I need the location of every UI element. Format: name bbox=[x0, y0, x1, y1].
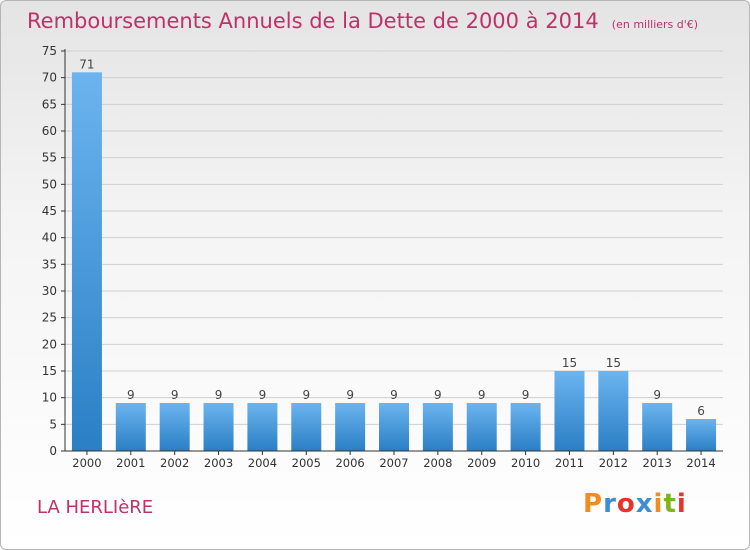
x-tick-label: 2000 bbox=[72, 456, 101, 470]
x-tick-label: 2010 bbox=[511, 456, 540, 470]
y-tick-label: 5 bbox=[49, 417, 57, 431]
bar bbox=[291, 403, 322, 451]
data-label: 9 bbox=[522, 388, 530, 402]
logo-letter: i bbox=[653, 489, 664, 519]
y-tick-label: 20 bbox=[42, 337, 57, 351]
logo-letter: i bbox=[676, 489, 687, 519]
data-label: 6 bbox=[697, 404, 705, 418]
y-tick-label: 75 bbox=[42, 44, 57, 58]
data-label: 9 bbox=[390, 388, 398, 402]
y-tick-label: 35 bbox=[42, 257, 57, 271]
y-tick-label: 50 bbox=[42, 177, 57, 191]
data-label: 15 bbox=[606, 356, 621, 370]
bar bbox=[335, 403, 366, 451]
data-label: 71 bbox=[79, 57, 94, 71]
y-tick-label: 0 bbox=[49, 444, 57, 458]
bar bbox=[686, 419, 717, 451]
x-tick-label: 2009 bbox=[467, 456, 496, 470]
x-tick-label: 2006 bbox=[335, 456, 364, 470]
bar bbox=[159, 403, 190, 451]
bar bbox=[642, 403, 673, 451]
logo-letter: o bbox=[616, 489, 636, 519]
chart-title: Remboursements Annuels de la Dette de 20… bbox=[27, 9, 698, 33]
logo-letter: P bbox=[583, 489, 604, 519]
y-tick-label: 45 bbox=[42, 204, 57, 218]
bar bbox=[247, 403, 278, 451]
x-tick-label: 2014 bbox=[686, 456, 715, 470]
bar bbox=[203, 403, 234, 451]
x-tick-label: 2005 bbox=[292, 456, 321, 470]
commune-name: LA HERLIèRE bbox=[37, 497, 154, 518]
bar bbox=[422, 403, 453, 451]
data-label: 9 bbox=[215, 388, 223, 402]
x-tick-label: 2012 bbox=[599, 456, 628, 470]
data-label: 9 bbox=[259, 388, 267, 402]
y-tick-label: 60 bbox=[42, 124, 57, 138]
y-tick-label: 15 bbox=[42, 364, 57, 378]
y-tick-label: 40 bbox=[42, 231, 57, 245]
x-tick-label: 2001 bbox=[116, 456, 145, 470]
y-tick-label: 30 bbox=[42, 284, 57, 298]
data-label: 9 bbox=[346, 388, 354, 402]
x-tick-label: 2002 bbox=[160, 456, 189, 470]
y-tick-label: 70 bbox=[42, 71, 57, 85]
data-label: 9 bbox=[653, 388, 661, 402]
bar bbox=[379, 403, 409, 451]
x-tick-label: 2004 bbox=[248, 456, 277, 470]
bar bbox=[115, 403, 146, 451]
x-tick-label: 2011 bbox=[555, 456, 584, 470]
data-label: 15 bbox=[562, 356, 577, 370]
data-label: 9 bbox=[478, 388, 486, 402]
logo-letter: r bbox=[603, 489, 617, 519]
chart-title-text: Remboursements Annuels de la Dette de 20… bbox=[27, 9, 599, 33]
y-tick-label: 25 bbox=[42, 311, 57, 325]
x-tick-label: 2008 bbox=[423, 456, 452, 470]
y-tick-label: 55 bbox=[42, 151, 57, 165]
x-tick-label: 2013 bbox=[643, 456, 672, 470]
data-label: 9 bbox=[434, 388, 442, 402]
bar bbox=[510, 403, 541, 451]
logo-letter: x bbox=[635, 489, 654, 519]
x-tick-label: 2003 bbox=[204, 456, 233, 470]
x-tick-label: 2007 bbox=[379, 456, 408, 470]
logo-letter: t bbox=[663, 489, 677, 519]
bar bbox=[554, 371, 585, 451]
data-label: 9 bbox=[127, 388, 135, 402]
bar bbox=[466, 403, 497, 451]
bar bbox=[71, 72, 102, 451]
proxiti-logo: Proxiti bbox=[583, 489, 687, 519]
y-tick-label: 10 bbox=[42, 391, 57, 405]
data-label: 9 bbox=[171, 388, 179, 402]
data-label: 9 bbox=[302, 388, 310, 402]
y-tick-label: 65 bbox=[42, 97, 57, 111]
bar bbox=[598, 371, 629, 451]
chart-unit-label: (en milliers d'€) bbox=[611, 18, 699, 31]
